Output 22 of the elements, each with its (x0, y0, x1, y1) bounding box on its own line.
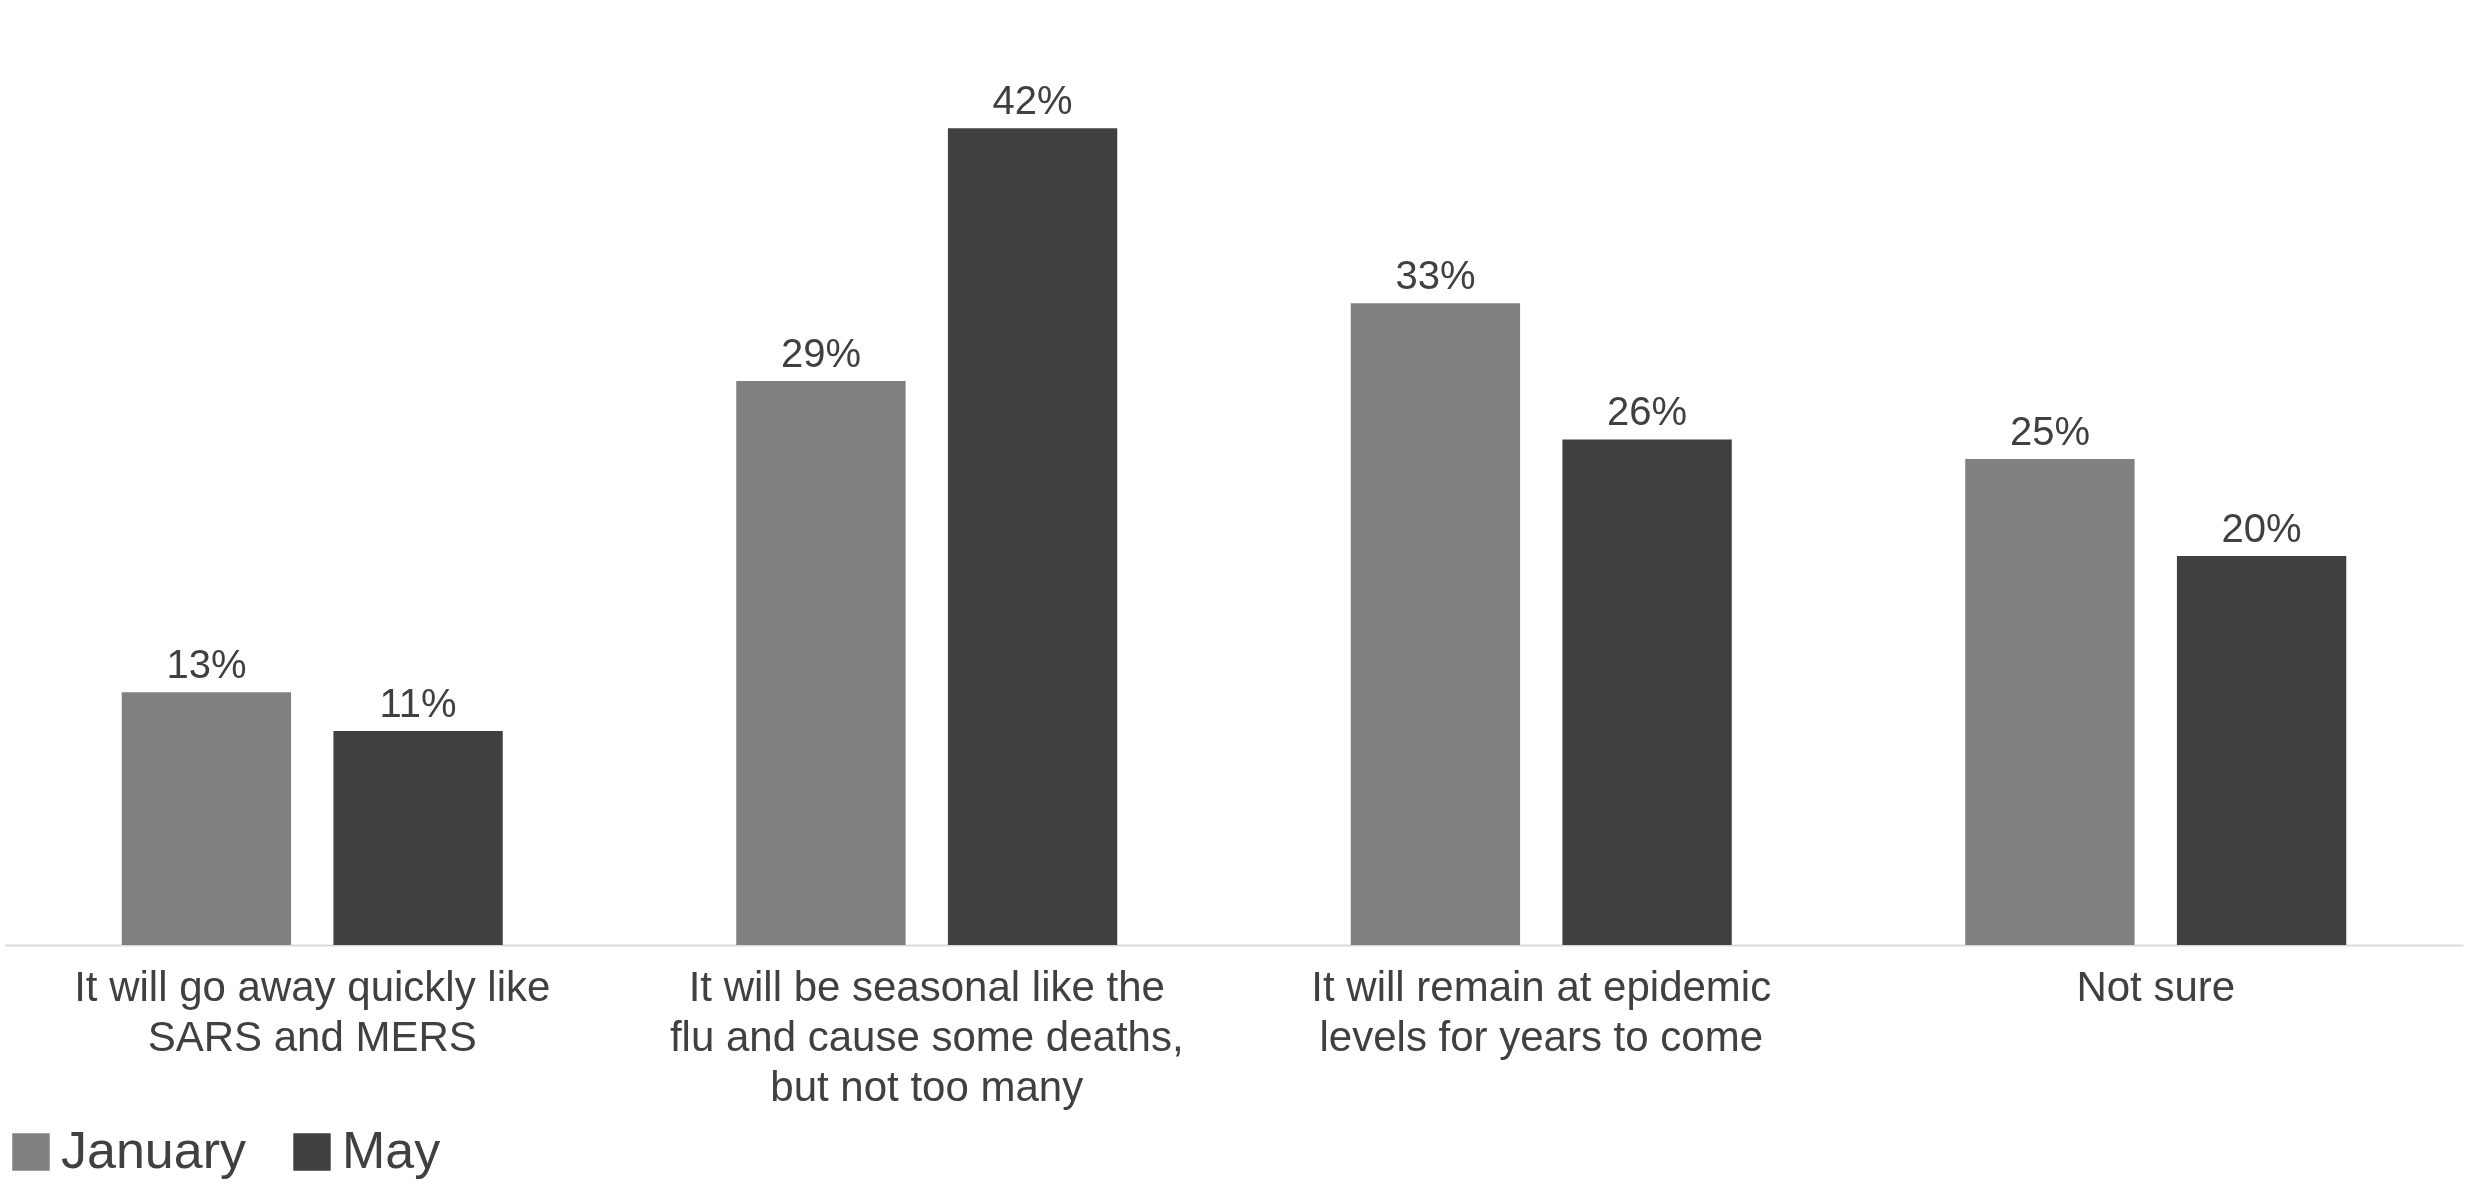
x-tick-label: It will remain at epidemic levels for years to come (1311, 962, 1772, 1060)
bar (1965, 458, 2135, 945)
bar (121, 692, 292, 945)
data-label: 25% (2009, 408, 2090, 453)
data-label: 33% (1395, 253, 1476, 298)
bar (333, 731, 503, 945)
data-label: 29% (780, 331, 861, 376)
data-label: 11% (379, 681, 457, 726)
legend-label: May (342, 1121, 441, 1179)
x-tick-label: Not sure (2076, 962, 2236, 1010)
bar (2176, 556, 2347, 945)
x-tick-label: It will be seasonal like the flu and cause some deaths, but not too many (669, 962, 1184, 1110)
bar (736, 381, 906, 945)
data-label: 26% (1607, 389, 1688, 434)
data-label: 13% (166, 642, 247, 687)
x-tick-label: It will go away quickly like SARS and MERS (74, 962, 551, 1060)
bar (1350, 303, 1521, 945)
legend-label: January (61, 1121, 246, 1179)
bar (1562, 439, 1732, 945)
bar (947, 128, 1118, 945)
data-label: 42% (992, 78, 1073, 123)
data-label: 20% (2221, 506, 2302, 551)
